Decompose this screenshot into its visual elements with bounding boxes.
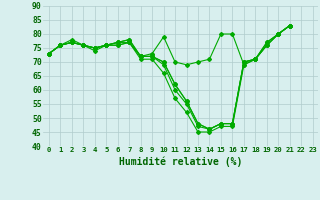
- X-axis label: Humidité relative (%): Humidité relative (%): [119, 156, 243, 167]
